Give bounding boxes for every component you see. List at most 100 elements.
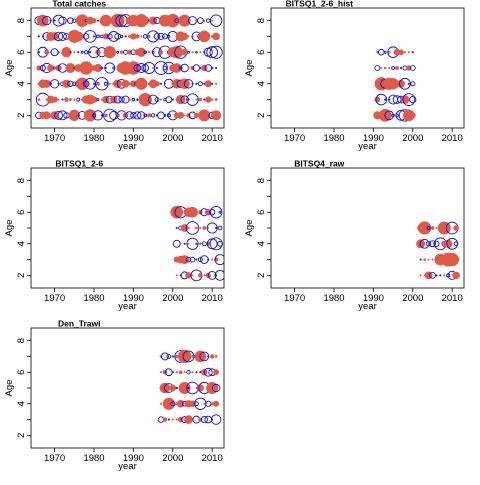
positive-residual-bubble — [162, 417, 168, 422]
x-tick-label: 2000 — [402, 133, 423, 144]
positive-residual-bubble — [175, 371, 178, 374]
negative-residual-bubble — [121, 95, 130, 104]
positive-residual-bubble — [57, 98, 60, 101]
negative-residual-bubble — [91, 113, 97, 118]
negative-residual-bubble — [133, 111, 142, 120]
positive-residual-bubble — [147, 113, 152, 118]
positive-residual-bubble — [187, 66, 190, 70]
negative-residual-bubble — [161, 33, 168, 40]
negative-residual-bubble — [410, 81, 416, 87]
negative-residual-bubble — [96, 34, 100, 39]
negative-residual-bubble — [209, 237, 223, 251]
negative-residual-bubble — [199, 371, 202, 374]
positive-residual-bubble — [191, 274, 194, 277]
negative-residual-bubble — [209, 209, 216, 216]
positive-residual-bubble — [177, 349, 192, 364]
negative-residual-bubble — [95, 77, 109, 91]
panel-title: BITSQ1_2-6_hist — [285, 0, 353, 9]
negative-residual-bubble — [130, 112, 137, 119]
y-tick-label: 4 — [256, 81, 267, 86]
negative-residual-bubble — [399, 66, 403, 70]
positive-residual-bubble — [37, 98, 41, 101]
positive-residual-bubble — [453, 225, 459, 231]
bubble-layer — [157, 349, 222, 425]
negative-residual-bubble — [374, 65, 381, 71]
x-axis-label: year — [358, 141, 376, 152]
positive-residual-bubble — [152, 66, 155, 70]
positive-residual-bubble — [108, 82, 111, 85]
positive-residual-bubble — [187, 35, 190, 38]
positive-residual-bubble — [170, 205, 184, 219]
negative-residual-bubble — [195, 82, 198, 85]
y-tick-label: 6 — [16, 50, 27, 55]
negative-residual-bubble — [57, 51, 60, 54]
negative-residual-bubble — [157, 111, 165, 120]
negative-residual-bubble — [210, 66, 214, 70]
negative-residual-bubble — [77, 51, 80, 54]
positive-residual-bubble — [185, 272, 192, 279]
y-tick-label: 8 — [256, 18, 267, 23]
y-tick-label: 6 — [256, 50, 267, 55]
plot-frame — [270, 167, 465, 289]
plot-frame — [270, 7, 465, 129]
positive-residual-bubble — [47, 64, 55, 72]
negative-residual-bubble — [209, 14, 223, 27]
positive-residual-bubble — [127, 98, 131, 102]
positive-residual-bubble — [183, 371, 186, 374]
negative-residual-bubble — [209, 45, 223, 59]
positive-residual-bubble — [96, 81, 100, 86]
positive-residual-bubble — [209, 354, 215, 359]
negative-residual-bubble — [207, 355, 210, 358]
negative-residual-bubble — [83, 30, 97, 43]
x-tick-label: 2000 — [402, 293, 423, 304]
positive-residual-bubble — [159, 382, 171, 394]
negative-residual-bubble — [103, 81, 108, 86]
positive-residual-bubble — [148, 51, 151, 54]
positive-residual-bubble — [423, 258, 426, 261]
x-axis-label: year — [118, 301, 136, 312]
negative-residual-bubble — [187, 98, 190, 101]
negative-residual-bubble — [116, 50, 120, 54]
positive-residual-bubble — [211, 98, 214, 101]
negative-residual-bubble — [69, 51, 72, 54]
negative-residual-bubble — [76, 97, 81, 102]
negative-residual-bubble — [57, 82, 60, 85]
negative-residual-bubble — [195, 371, 198, 374]
positive-residual-bubble — [162, 397, 175, 410]
y-tick-label: 2 — [256, 113, 267, 118]
positive-residual-bubble — [181, 48, 188, 56]
negative-residual-bubble — [186, 93, 199, 106]
y-axis-label: Age — [244, 60, 255, 77]
negative-residual-bubble — [100, 66, 104, 70]
positive-residual-bubble — [170, 46, 183, 59]
negative-residual-bubble — [411, 51, 414, 54]
negative-residual-bubble — [195, 242, 198, 245]
negative-residual-bubble — [118, 96, 125, 103]
negative-residual-bubble — [185, 256, 192, 263]
positive-residual-bubble — [183, 114, 186, 117]
positive-residual-bubble — [178, 14, 191, 27]
negative-residual-bubble — [433, 240, 440, 247]
positive-residual-bubble — [406, 65, 412, 71]
negative-residual-bubble — [96, 98, 100, 102]
positive-residual-bubble — [102, 95, 110, 104]
negative-residual-bubble — [125, 111, 134, 120]
positive-residual-bubble — [90, 96, 98, 103]
negative-residual-bubble — [171, 98, 174, 101]
positive-residual-bubble — [407, 51, 410, 54]
negative-residual-bubble — [166, 353, 172, 359]
positive-residual-bubble — [179, 242, 182, 245]
positive-residual-bubble — [42, 111, 51, 120]
positive-residual-bubble — [197, 272, 203, 278]
negative-residual-bubble — [82, 33, 90, 40]
positive-residual-bubble — [135, 77, 148, 90]
negative-residual-bubble — [37, 51, 40, 54]
x-tick-label: 2000 — [162, 133, 183, 144]
bubble-layer — [416, 221, 460, 280]
negative-residual-bubble — [206, 18, 211, 23]
positive-residual-bubble — [189, 400, 196, 408]
positive-residual-bubble — [388, 66, 391, 70]
negative-residual-bubble — [409, 95, 417, 104]
negative-residual-bubble — [429, 240, 436, 248]
